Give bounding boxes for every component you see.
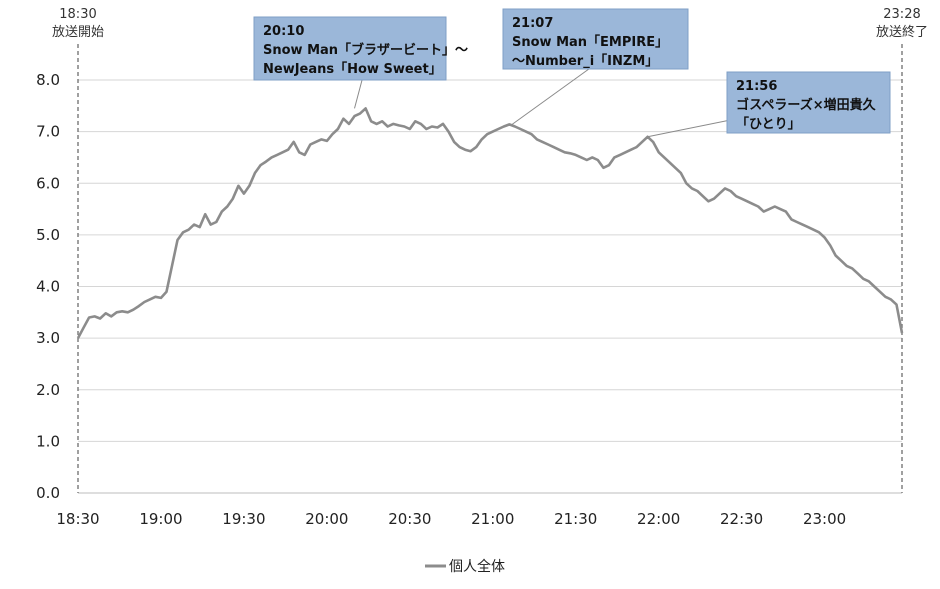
y-tick-label: 1.0: [36, 432, 60, 450]
annotation-box: [726, 71, 891, 134]
x-tick-label: 20:30: [388, 510, 431, 528]
annotation-text: 21:56: [736, 79, 777, 94]
x-tick-label: 22:30: [720, 510, 763, 528]
annotations: 20:10 Snow Man「ブラザービート」〜 NewJeans「How Swee…: [253, 8, 891, 138]
annotation-box: [253, 16, 447, 81]
y-tick-label: 3.0: [36, 329, 60, 347]
y-tick-label: 7.0: [36, 123, 60, 141]
y-tick-label: 4.0: [36, 278, 60, 296]
x-tick-label: 23:00: [803, 510, 846, 528]
annotation-text: 「ひとり」: [736, 116, 801, 132]
y-tick-label: 0.0: [36, 484, 60, 502]
annotation-text: NewJeans「How Sweet」: [263, 61, 442, 77]
axes: 0.0 1.0 2.0 3.0 4.0 5.0 6.0 7.0 8.0 18:30 19:00 19:…: [36, 71, 846, 528]
annotation-text: 20:10: [263, 24, 304, 39]
series-lines: [76, 107, 904, 339]
edge-marker-label: 放送開始: [52, 25, 104, 40]
gridlines: [78, 79, 902, 494]
x-tick-label: 22:00: [637, 510, 680, 528]
annotation-box: [502, 8, 689, 70]
x-tick-label: 19:30: [222, 510, 265, 528]
annotation-text: 21:07: [512, 16, 553, 31]
edge-marker-time: 18:30: [59, 7, 96, 22]
annotation-text: Snow Man「ブラザービート」〜: [263, 42, 468, 58]
y-tick-label: 6.0: [36, 174, 60, 192]
x-tick-label: 20:00: [305, 510, 348, 528]
x-tick-label: 21:30: [554, 510, 597, 528]
annotation-text: ゴスペラーズ×増田貴久: [736, 97, 877, 113]
x-tick-label: 18:30: [56, 510, 99, 528]
broadcast-edge-markers: 18:30 放送開始 23:28 放送終了: [52, 7, 928, 493]
edge-marker-time: 23:28: [883, 7, 920, 22]
y-tick-label: 2.0: [36, 381, 60, 399]
y-tick-label: 8.0: [36, 71, 60, 89]
x-tick-label: 19:00: [139, 510, 182, 528]
y-tick-label: 5.0: [36, 226, 60, 244]
series-line: [76, 107, 904, 339]
edge-marker-label: 放送終了: [876, 24, 928, 40]
x-tick-label: 21:00: [471, 510, 514, 528]
annotation-text: 〜Number_i「INZM」: [512, 53, 658, 69]
legend-label: 個人全体: [449, 558, 505, 575]
legend: 個人全体: [425, 558, 505, 575]
annotation-text: Snow Man「EMPIRE」: [512, 34, 668, 50]
